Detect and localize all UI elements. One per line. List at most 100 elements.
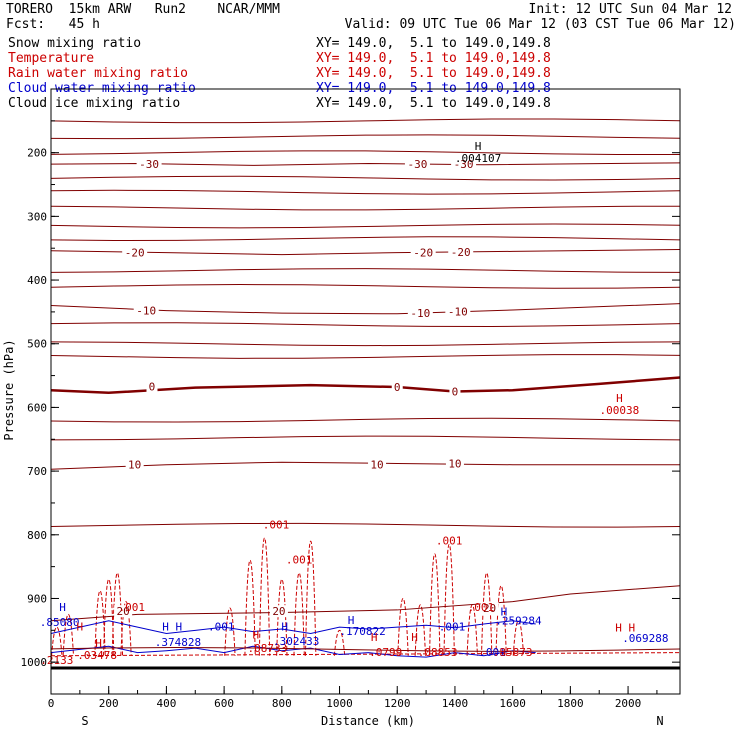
rain-contour — [495, 585, 507, 656]
rain-contour — [276, 578, 288, 656]
isotherm-line — [50, 647, 681, 652]
bottom-label: H — [348, 614, 355, 627]
isotherm-label: 10 — [128, 459, 141, 472]
isotherm-label-bg — [445, 457, 464, 470]
x-tick-label: 600 — [214, 697, 234, 710]
isotherm-label: 0 — [149, 380, 156, 393]
isotherm-label: -30 — [139, 158, 159, 171]
isotherm-line — [50, 236, 681, 242]
isotherm-label-bg — [269, 605, 288, 618]
field-cloud-ice: Cloud ice mixing ratio — [8, 96, 181, 111]
bottom-label: .2133 — [40, 654, 73, 667]
x-tick-label: 400 — [156, 697, 176, 710]
bottom-label: .0799 — [369, 646, 402, 659]
bottom-label: H — [77, 620, 84, 633]
rain-contour — [397, 597, 409, 656]
isotherm-label: -20 — [451, 246, 471, 259]
rain-contour-label: .001 — [468, 601, 495, 614]
y-tick-label: 900 — [27, 592, 47, 605]
rain-contour — [258, 537, 271, 656]
rain-contour — [224, 607, 236, 656]
bottom-label: H H — [162, 620, 182, 633]
isotherm-label-bg — [410, 246, 436, 259]
isotherm-label: 20 — [117, 605, 130, 618]
x-tick-label: 1600 — [499, 697, 526, 710]
isotherm-line — [50, 522, 681, 528]
extremum-h-label: H — [616, 392, 623, 405]
rain-contour — [333, 629, 346, 656]
isotherm-line — [50, 175, 681, 181]
valid-time: Valid: 09 UTC Tue 06 Mar 12 (03 CST Tue … — [344, 17, 736, 32]
extremum-value-label: .004107 — [455, 152, 501, 165]
bottom-label: .85873 — [493, 646, 533, 659]
isotherm-line — [50, 205, 681, 211]
bottom-label: .302433 — [273, 635, 319, 648]
rain-contour — [429, 553, 441, 656]
rain-contour-base — [50, 652, 681, 657]
xy-temperature: XY= 149.0, 5.1 to 149.0,149.8 — [316, 51, 551, 66]
y-tick-label: 1000 — [21, 656, 48, 669]
bottom-label: .08853 — [418, 646, 458, 659]
isotherm-label: -30 — [407, 158, 427, 171]
bottom-label: H — [59, 601, 66, 614]
x-tick-label: 200 — [99, 697, 119, 710]
bottom-label: H — [95, 637, 102, 650]
extremum-h-label: H — [475, 140, 482, 153]
bottom-label: .374828 — [155, 636, 201, 649]
isotherm-label: 10 — [370, 459, 383, 472]
plot-frame — [50, 88, 681, 695]
model-title: TORERO 15km ARW Run2 NCAR/MMM — [6, 2, 280, 17]
cloud-water-contour-1 — [50, 645, 536, 658]
x-tick-label: 1200 — [384, 697, 411, 710]
bottom-label: .170822 — [339, 625, 385, 638]
isotherm--20 — [50, 248, 681, 256]
bottom-label: H — [253, 629, 260, 642]
isotherm-label: -30 — [454, 158, 474, 171]
isotherm-label-bg — [368, 458, 387, 471]
isotherm-line — [50, 435, 681, 441]
isotherm-line — [50, 189, 681, 195]
bottom-label: .001 — [479, 646, 506, 659]
bottom-label: H — [501, 606, 508, 619]
isotherm-20 — [50, 585, 681, 622]
rain-contour — [103, 578, 115, 656]
isotherm-line — [50, 134, 681, 140]
isotherm-label-bg — [407, 307, 433, 320]
bottom-label: .259284 — [495, 615, 542, 628]
x-tick-label: 2000 — [615, 697, 642, 710]
bottom-label: H H — [615, 622, 635, 635]
rain-contour — [443, 543, 455, 656]
forecast-hour: Fcst: 45 h — [6, 17, 100, 32]
rain-contour — [120, 601, 132, 656]
isotherm-line — [50, 284, 681, 289]
isotherm-label-bg — [451, 158, 477, 171]
isotherm-label-bg — [136, 158, 162, 171]
isotherm-0 — [50, 376, 681, 395]
x-tick-label: 1000 — [326, 697, 353, 710]
bottom-label: .08733 — [248, 642, 288, 655]
x-tick-label: 1400 — [442, 697, 469, 710]
isotherm-label: -20 — [413, 247, 433, 260]
bottom-label: H — [281, 620, 288, 633]
bottom-label: .001 — [208, 620, 235, 633]
bottom-label: .001 — [439, 620, 466, 633]
x-axis-label: Distance (km) — [321, 714, 415, 728]
x-axis-end: N — [656, 714, 663, 728]
isotherm--30 — [50, 162, 681, 166]
isotherm-line — [50, 354, 681, 359]
isotherm-label-bg — [391, 381, 403, 394]
rain-contours — [50, 537, 681, 657]
axes: 0 200 400 600 800 1000 1200 1400 1600 1800 2000200… — [21, 88, 680, 710]
field-rain: Rain water mixing ratio — [8, 66, 189, 81]
isotherm-line — [50, 417, 681, 423]
isotherm-label-bg — [122, 246, 148, 259]
isotherm-label-bg — [114, 605, 133, 618]
rain-contour — [414, 604, 427, 656]
xy-rain: XY= 149.0, 5.1 to 149.0,149.8 — [316, 66, 551, 81]
isotherm-line — [50, 118, 681, 124]
isotherm-10 — [50, 461, 680, 470]
rain-contour-label: .001 — [263, 518, 290, 531]
isotherm-line — [50, 223, 681, 229]
xy-snow: XY= 149.0, 5.1 to 149.0,149.8 — [316, 36, 551, 51]
extremum-value-label: .00038 — [600, 404, 640, 417]
